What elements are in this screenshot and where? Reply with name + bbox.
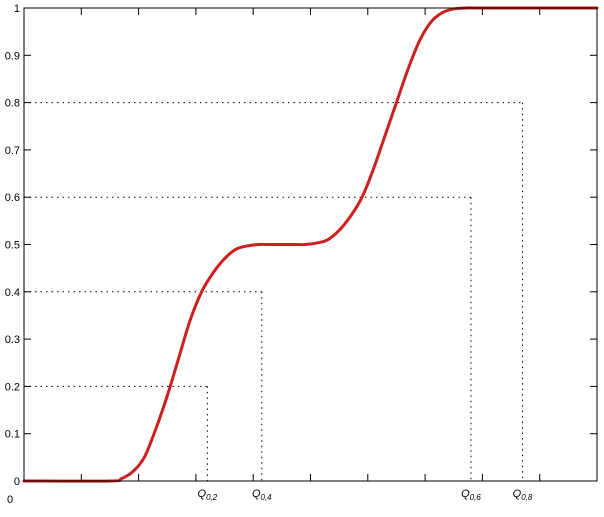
- y-tick-label: 0.4: [5, 287, 20, 299]
- quantile-reference-lines: [24, 102, 524, 481]
- y-tick-label: 0.1: [5, 429, 20, 441]
- quantile-label: Q0,6: [461, 488, 481, 502]
- plot-frame: [23, 7, 598, 482]
- y-tick-label: 0: [14, 476, 20, 488]
- y-tick-label: 0.8: [5, 98, 20, 110]
- axis-tick-labels: 0 0.1 0.2 0.3 0.4 0.5 0.6 0.7 0.8 0.9 1 0: [5, 3, 20, 506]
- x-tick-label: 0: [7, 494, 13, 506]
- y-tick-label: 0.9: [5, 50, 20, 62]
- quantile-labels: Q0,2 Q0,4 Q0,6 Q0,8: [198, 488, 533, 502]
- y-tick-label: 0.6: [5, 192, 20, 204]
- quantile-label: Q0,8: [513, 488, 533, 502]
- y-tick-label: 0.5: [5, 240, 20, 252]
- y-tick-label: 0.7: [5, 145, 20, 157]
- quantile-label: Q0,4: [252, 488, 272, 502]
- quantile-label: Q0,2: [198, 488, 218, 502]
- y-tick-label: 0.2: [5, 381, 20, 393]
- y-tick-label: 0.3: [5, 334, 20, 346]
- y-tick-label: 1: [14, 3, 20, 15]
